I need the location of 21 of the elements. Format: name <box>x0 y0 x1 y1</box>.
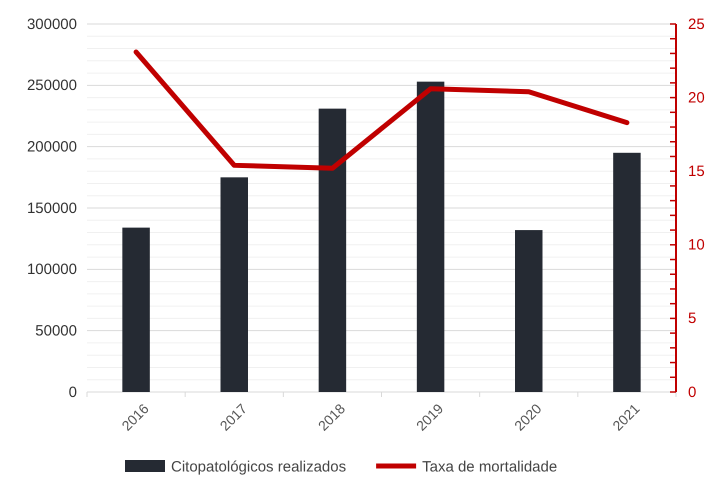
bar <box>613 152 641 392</box>
y2-tick-label: 15 <box>688 163 705 180</box>
bar <box>416 82 444 392</box>
y2-tick-label: 20 <box>688 89 705 106</box>
y-tick-label: 300000 <box>26 16 77 33</box>
y-tick-label: 0 <box>68 384 77 401</box>
bar <box>220 177 248 392</box>
y-tick-label: 50000 <box>35 322 77 340</box>
bar <box>122 228 150 392</box>
y2-tick-label: 25 <box>688 16 705 33</box>
bar <box>318 108 346 392</box>
y-tick-label: 150000 <box>26 200 77 217</box>
y-tick-label: 100000 <box>26 261 77 278</box>
y2-tick-label: 10 <box>688 236 705 254</box>
y-tick-label: 200000 <box>26 138 77 156</box>
y-tick-label: 250000 <box>26 77 77 94</box>
y2-tick-label: 5 <box>688 310 696 328</box>
legend-label: Citopatológicos realizados <box>171 458 346 476</box>
legend-label: Taxa de mortalidade <box>422 458 558 476</box>
bar <box>515 230 542 392</box>
y2-tick-label: 0 <box>688 384 696 401</box>
